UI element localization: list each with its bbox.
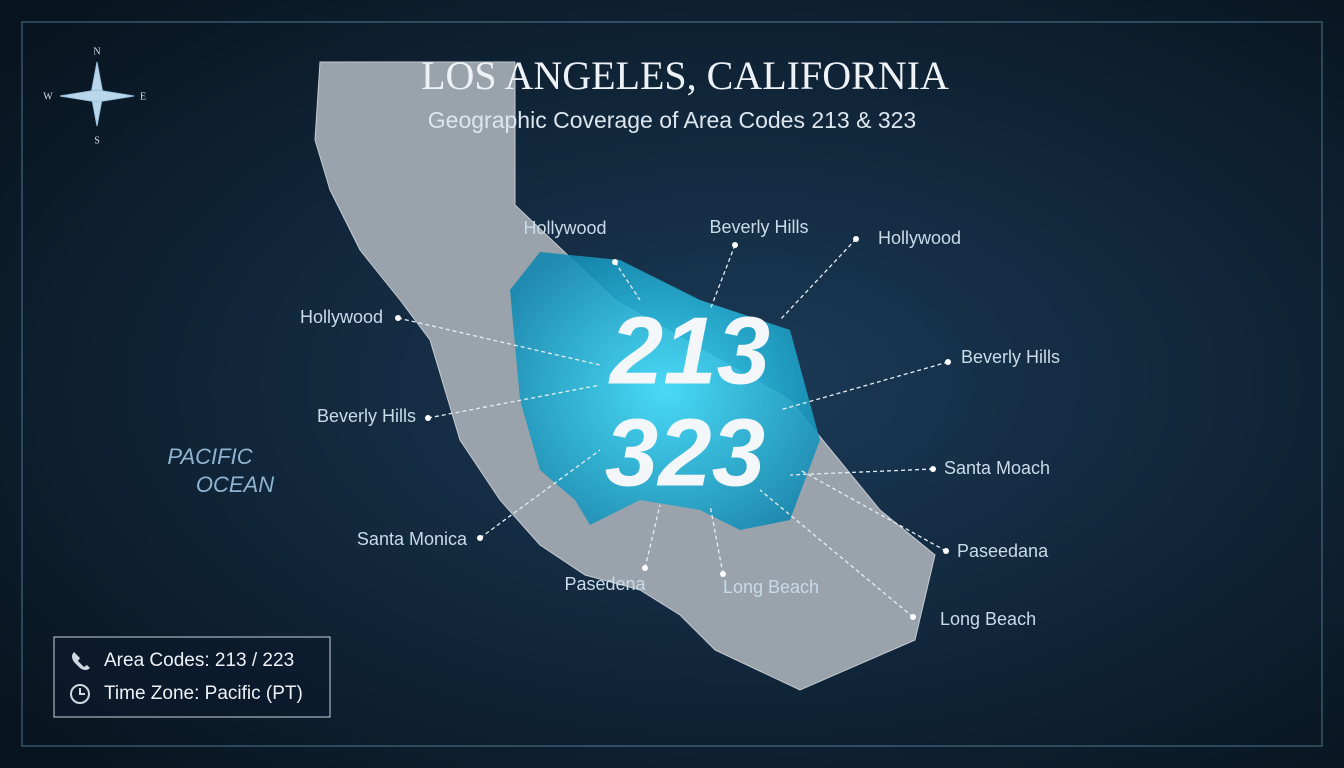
- leader-dot: [945, 359, 951, 365]
- leader-line: [709, 244, 736, 311]
- leader-dot: [720, 571, 726, 577]
- ocean-label: OCEAN: [196, 472, 274, 497]
- area-code: 213: [608, 297, 770, 404]
- frame: [21, 21, 1323, 747]
- leader-line: [759, 489, 914, 618]
- leader-line: [614, 261, 641, 301]
- place-label: Long Beach: [723, 577, 819, 597]
- place-label: Paseedana: [957, 541, 1049, 561]
- place-label: Beverly Hills: [317, 406, 416, 426]
- leader-dot: [853, 236, 859, 242]
- leader-dot: [910, 614, 916, 620]
- clock-hands: [79, 688, 85, 695]
- leader-line: [709, 504, 724, 575]
- place-labels: Hollywood Beverly Hills Hollywood Hollywood…: [300, 217, 1060, 629]
- leader-dot: [732, 242, 738, 248]
- leader-line: [479, 449, 601, 539]
- area-code: 323: [605, 399, 765, 506]
- leader-dot: [395, 315, 401, 321]
- leader-dot: [642, 565, 648, 571]
- title: LOS ANGELES, CALIFORNIA: [421, 53, 949, 98]
- subtitle: Geographic Coverage of Area Codes 213 & …: [428, 107, 916, 133]
- leader-dot: [930, 466, 936, 472]
- leader-line: [779, 361, 949, 411]
- compass-rose: [59, 61, 135, 127]
- info-box: [53, 636, 331, 718]
- leader-line: [427, 384, 601, 419]
- leader-dot: [425, 415, 431, 421]
- leader-line: [779, 238, 857, 321]
- place-label: Santa Monica: [357, 529, 468, 549]
- compass-n: N: [93, 46, 100, 57]
- leader-line: [644, 504, 661, 569]
- place-label: Pasedena: [564, 574, 646, 594]
- place-label: Hollywood: [300, 307, 383, 327]
- info-time-zone: Time Zone: Pacific (PT): [104, 683, 303, 704]
- compass-w: W: [43, 91, 53, 102]
- compass-e: E: [140, 91, 146, 102]
- leader-dot: [612, 259, 618, 265]
- ocean-label: PACIFIC: [167, 444, 252, 469]
- leader-dot: [477, 535, 483, 541]
- place-label: Hollywood: [878, 228, 961, 248]
- clock-icon: [70, 684, 90, 704]
- place-label: Beverly Hills: [709, 217, 808, 237]
- phone-icon: [72, 652, 90, 670]
- place-label: Santa Moach: [944, 458, 1050, 478]
- leader-dot: [943, 548, 949, 554]
- coverage-area: [510, 252, 820, 530]
- compass-s: S: [94, 135, 100, 146]
- place-label: Beverly Hills: [961, 347, 1060, 367]
- place-label: Hollywood: [523, 218, 606, 238]
- leader-line: [789, 468, 934, 476]
- place-label: Long Beach: [940, 609, 1036, 629]
- info-area-codes: Area Codes: 213 / 223: [104, 650, 294, 671]
